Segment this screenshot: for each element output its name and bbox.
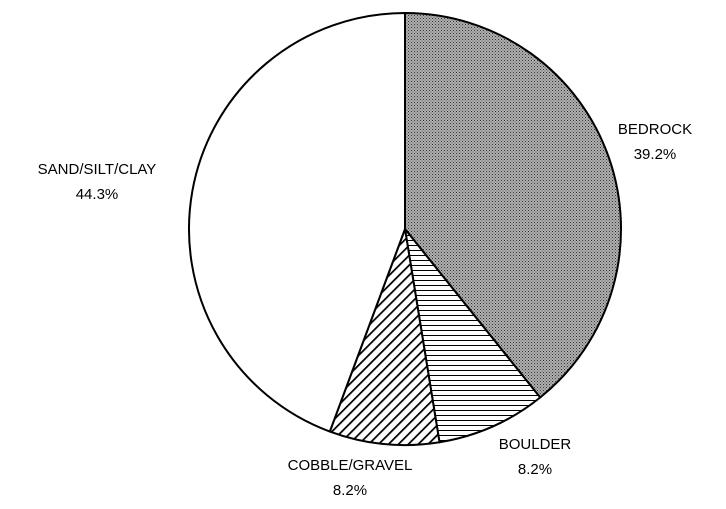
- slice-value-label: 8.2%: [518, 461, 552, 478]
- slice-value-label: 8.2%: [333, 482, 367, 499]
- slice-label: BOULDER: [499, 436, 572, 453]
- pie-slice: [404, 228, 542, 444]
- pie: [188, 12, 622, 446]
- slice-label: SAND/SILT/CLAY: [38, 161, 157, 178]
- slice-label: COBBLE/GRAVEL: [288, 457, 413, 474]
- slice-label: BEDROCK: [618, 121, 692, 138]
- slice-value-label: 44.3%: [76, 186, 119, 203]
- labels: BEDROCK 39.2% BOULDER 8.2% COBBLE/GRAVEL 8.2%…: [38, 121, 692, 499]
- slice-value-label: 39.2%: [634, 146, 677, 163]
- pie-slice: [188, 12, 406, 433]
- pie-slice: [328, 228, 441, 446]
- pie-slice: [404, 12, 622, 399]
